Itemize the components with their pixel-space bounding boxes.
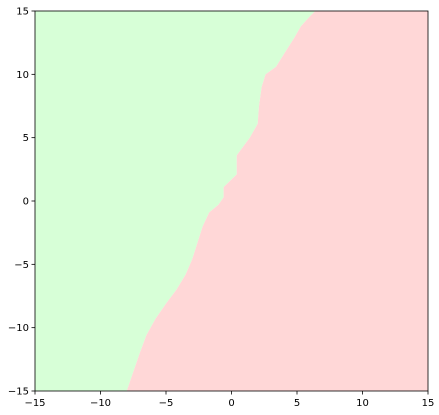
x-tick-label: −10: [90, 398, 111, 409]
y-tick-label: 10: [16, 70, 29, 81]
x-tick-label: 0: [228, 398, 234, 409]
y-tick-label: −10: [8, 323, 29, 334]
x-tick-label: −5: [159, 398, 174, 409]
y-tick-label: 5: [23, 133, 29, 144]
x-tick-label: 10: [356, 398, 369, 409]
regions-layer: [35, 11, 428, 391]
y-tick-label: 0: [23, 197, 29, 208]
x-tick-label: −15: [24, 398, 45, 409]
x-tick-label: 5: [294, 398, 300, 409]
y-tick-label: 15: [16, 7, 29, 18]
region-left-class: [35, 11, 316, 391]
y-tick-label: −5: [14, 260, 29, 271]
axes-layer: −15 −10 −5 0 5 10 15 −15 −10 −5 0 5 10 15: [8, 7, 434, 410]
y-tick-label: −15: [8, 387, 29, 398]
x-tick-label: 15: [422, 398, 435, 409]
region-right-class: [126, 11, 428, 391]
